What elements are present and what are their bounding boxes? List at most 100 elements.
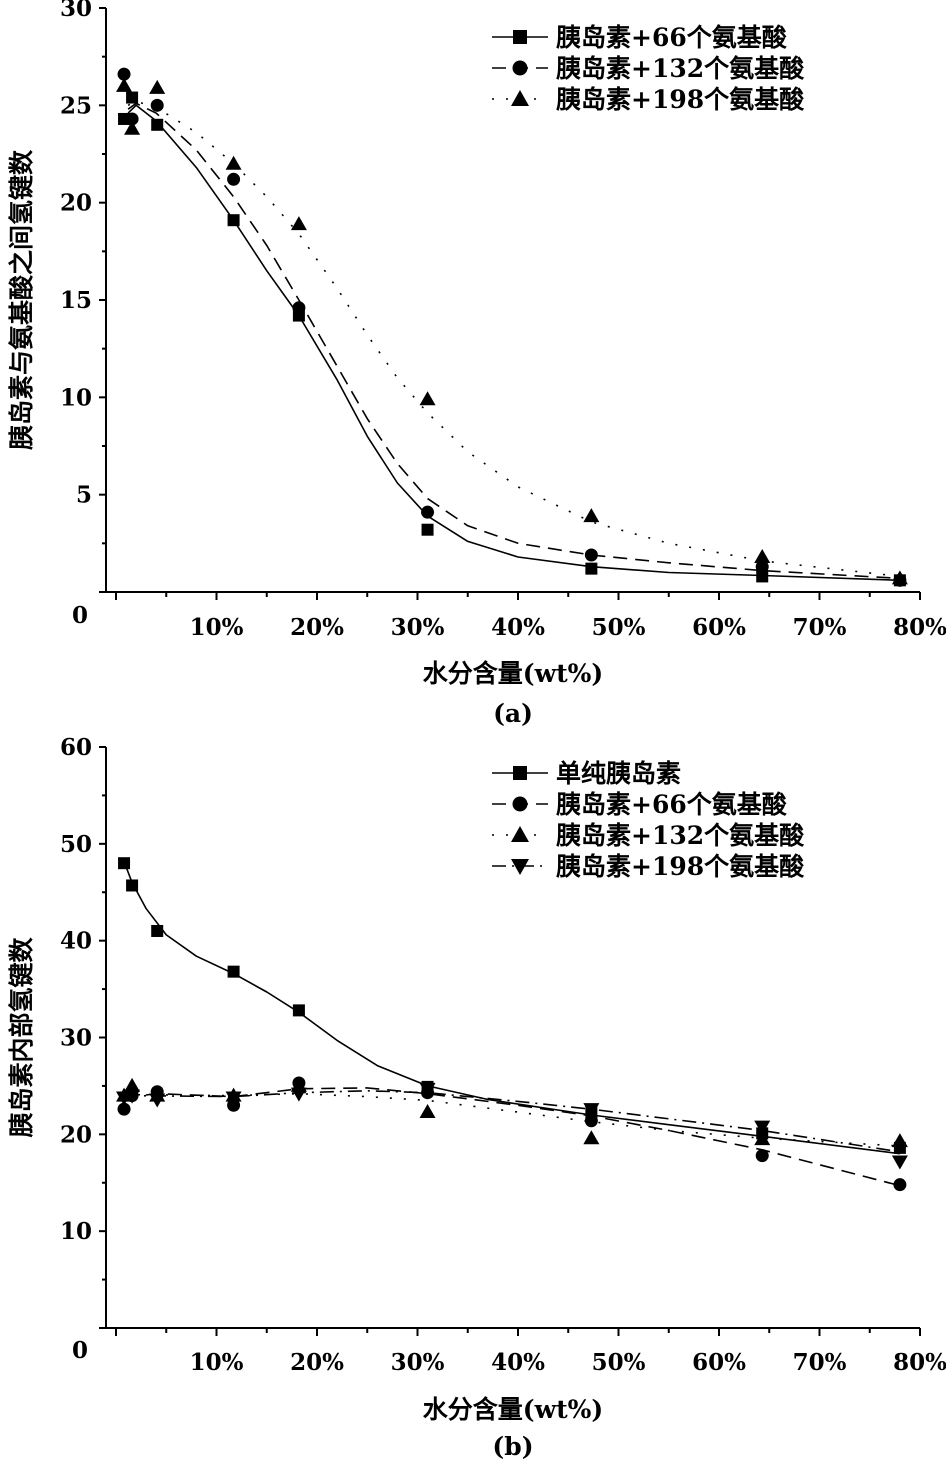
legend-label: 胰岛素+66个氨基酸 [556, 790, 788, 819]
data-point [891, 570, 908, 585]
data-point [117, 1102, 131, 1116]
data-point [227, 172, 241, 186]
x-tick-label: 0 [72, 1337, 88, 1364]
legend-label: 胰岛素+132个氨基酸 [556, 54, 805, 83]
data-point [126, 91, 139, 104]
panel-caption: (a) [493, 699, 533, 728]
data-point [583, 1103, 600, 1118]
y-tick-label: 25 [60, 92, 92, 119]
legend-label: 胰岛素+132个氨基酸 [556, 821, 805, 850]
x-tick-label: 80% [893, 614, 946, 641]
x-tick-label: 20% [290, 1349, 344, 1376]
legend-label: 单纯胰岛素 [556, 759, 681, 788]
legend-marker [512, 796, 528, 812]
data-point [421, 505, 435, 519]
x-tick-label: 60% [692, 614, 746, 641]
data-point [149, 79, 166, 94]
legend-marker [513, 766, 527, 780]
data-point [891, 1155, 908, 1170]
x-tick-label: 80% [893, 1349, 946, 1376]
panel-b: 10 20 30 40 50 60 0 10% 20% 30% 40% 50% 60% 70% 80% 水分含… [7, 734, 946, 1461]
x-tick-label: 50% [592, 614, 646, 641]
series-1 [117, 67, 907, 587]
x-tick-label: 40% [491, 1349, 545, 1376]
data-point [419, 391, 436, 406]
y-tick-label: 10 [60, 1218, 92, 1245]
y-axis-title: 胰岛素与氨基酸之间氢键数 [7, 149, 36, 450]
data-point [891, 1133, 908, 1148]
data-point [755, 560, 769, 574]
data-point [290, 1087, 307, 1102]
x-tick-label: 10% [190, 1349, 244, 1376]
x-axis-title: 水分含量(wt%) [423, 1395, 603, 1424]
x-tick-label: 0 [72, 602, 88, 629]
legend-label: 胰岛素+66个氨基酸 [556, 23, 788, 52]
legend-marker [511, 90, 529, 106]
x-tick-label: 60% [692, 1349, 746, 1376]
x-tick-label: 50% [592, 1349, 646, 1376]
fit-curve [123, 1087, 901, 1187]
fit-curve [127, 102, 900, 580]
data-point [151, 118, 164, 131]
x-tick-label: 30% [391, 1349, 445, 1376]
data-point [117, 67, 131, 81]
series-3 [116, 1082, 908, 1170]
data-point [754, 1131, 771, 1146]
fit-curve [123, 861, 901, 1155]
data-point [583, 508, 600, 523]
data-point [290, 216, 307, 231]
y-tick-label: 50 [60, 831, 92, 858]
x-tick-label: 40% [491, 614, 545, 641]
y-tick-label: 10 [60, 384, 92, 411]
data-point [584, 548, 598, 562]
panel-caption: (b) [492, 1432, 533, 1461]
data-point [419, 1104, 436, 1119]
series-2 [116, 1077, 908, 1148]
data-point [225, 1091, 242, 1106]
y-tick-label: 60 [60, 734, 92, 761]
data-point [225, 155, 242, 170]
fit-curve [123, 1090, 901, 1153]
legend-marker [511, 826, 529, 842]
data-point [150, 98, 164, 112]
data-point [149, 1093, 166, 1108]
x-tick-label: 20% [290, 614, 344, 641]
data-point [124, 1077, 141, 1092]
y-tick-label: 30 [60, 0, 92, 22]
data-point [124, 1089, 141, 1104]
y-tick-label: 30 [60, 1025, 92, 1052]
data-point [292, 1004, 305, 1017]
legend-label: 胰岛素+198个氨基酸 [556, 852, 805, 881]
data-point [754, 548, 771, 563]
data-point [893, 1178, 907, 1192]
y-axis-title: 胰岛素内部氢键数 [7, 937, 36, 1138]
y-tick-label: 20 [60, 190, 92, 217]
data-point [125, 112, 139, 126]
data-point [227, 214, 240, 227]
series-2 [116, 77, 908, 585]
legend-label: 胰岛素+198个氨基酸 [556, 85, 805, 114]
x-axis-title: 水分含量(wt%) [423, 659, 603, 688]
fit-curve [127, 100, 900, 578]
data-point [585, 562, 598, 575]
panel-a: 5 10 15 20 25 30 0 10% 20% 30% 40% 50% 60% 70% 80% 水分含量… [7, 0, 946, 728]
data-point [116, 77, 133, 92]
data-point [584, 1114, 598, 1128]
x-tick-label: 10% [190, 614, 244, 641]
y-tick-label: 15 [60, 287, 92, 314]
data-point [126, 879, 139, 892]
legend-marker [513, 30, 527, 44]
x-tick-label: 70% [793, 614, 847, 641]
data-point [118, 857, 131, 870]
data-point [756, 570, 769, 583]
legend-marker [512, 60, 528, 76]
data-point [755, 1149, 769, 1163]
x-tick-label: 70% [793, 1349, 847, 1376]
data-point [292, 301, 306, 315]
data-point [124, 120, 141, 135]
fit-curve [127, 104, 900, 582]
x-tick-label: 30% [391, 614, 445, 641]
